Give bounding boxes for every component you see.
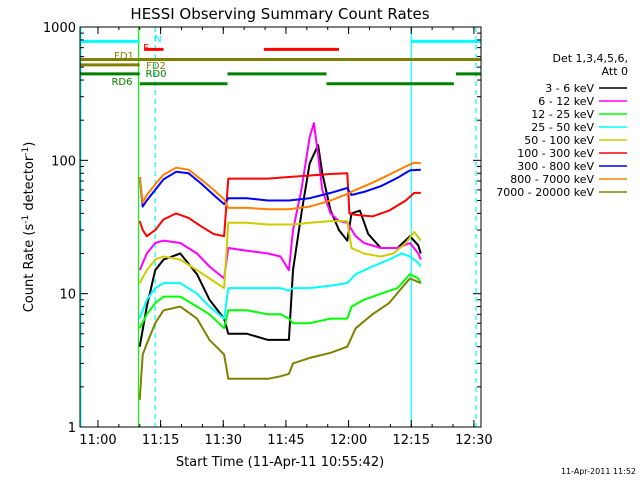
series-line-8 — [138, 277, 422, 400]
state-bars: NF FD2 FD1 RD0 RD6 — [80, 34, 481, 88]
state-label-n: N — [154, 34, 161, 45]
legend-label-5: 100 - 300 keV — [517, 147, 594, 160]
x-tick-label-1: 11:15 — [142, 433, 179, 448]
x-axis: 11:00 11:15 11:30 11:45 12:00 12:15 12:30 — [79, 27, 493, 448]
legend-label-2: 12 - 25 keV — [531, 108, 594, 121]
legend-label-7: 800 - 7000 keV — [510, 173, 594, 186]
state-label-f: F — [143, 43, 149, 54]
plot-overlays — [80, 27, 477, 427]
y-axis-label-sup1: -1 — [21, 215, 31, 224]
state-label-rd6: RD6 — [111, 77, 132, 88]
series-line-2 — [138, 273, 422, 330]
series-line-6 — [138, 168, 421, 208]
y-tick-label-1: 10 — [59, 288, 76, 303]
legend-label-0: 3 - 6 keV — [545, 82, 594, 95]
y-axis-label-sup2: -1 — [21, 147, 31, 156]
y-tick-label-3: 1000 — [43, 21, 76, 36]
series-line-5 — [138, 172, 421, 238]
x-tick-label-0: 11:00 — [79, 433, 116, 448]
series-line-7 — [138, 161, 421, 211]
y-tick-label-2: 100 — [51, 154, 76, 169]
legend-label-1: 6 - 12 keV — [538, 95, 594, 108]
series-line-4 — [138, 220, 422, 290]
state-label-fd2: FD2 — [146, 61, 166, 72]
series-line-1 — [138, 122, 422, 280]
legend-header-line2: Att 0 — [602, 65, 628, 78]
legend-label-3: 25 - 50 keV — [531, 121, 594, 134]
state-label-rd0: RD0 — [145, 69, 166, 80]
x-tick-label-6: 12:30 — [455, 433, 492, 448]
plot-frame — [79, 26, 482, 428]
legend-label-6: 300 - 800 keV — [517, 160, 594, 173]
y-axis-label: Count Rate (s-1 detector-1) — [21, 142, 37, 313]
y-axis-label-main: Count Rate (s — [22, 224, 37, 313]
y-axis-label-mid: detector — [22, 155, 37, 215]
legend-label-8: 7000 - 20000 keV — [496, 186, 594, 199]
x-tick-label-4: 12:00 — [330, 433, 367, 448]
timestamp: 11-Apr-2011 11:52 — [561, 467, 636, 476]
legend-header-line1: Det 1,3,4,5,6, — [552, 52, 628, 65]
y-axis: 1 10 100 1000 — [43, 21, 481, 436]
x-tick-label-5: 12:15 — [393, 433, 430, 448]
chart-title: HESSI Observing Summary Count Rates — [130, 5, 429, 23]
series-line-0 — [138, 144, 422, 347]
series-line-3 — [138, 252, 422, 320]
x-tick-label-3: 11:45 — [267, 433, 304, 448]
series-lines — [138, 122, 422, 400]
x-tick-label-2: 11:30 — [205, 433, 242, 448]
y-axis-label-end: ) — [22, 142, 37, 147]
legend-label-4: 50 - 100 keV — [524, 134, 594, 147]
y-tick-label-0: 1 — [68, 421, 76, 436]
state-label-fd1: FD1 — [114, 51, 134, 62]
x-axis-label: Start Time (11-Apr-11 10:55:42) — [176, 455, 384, 470]
